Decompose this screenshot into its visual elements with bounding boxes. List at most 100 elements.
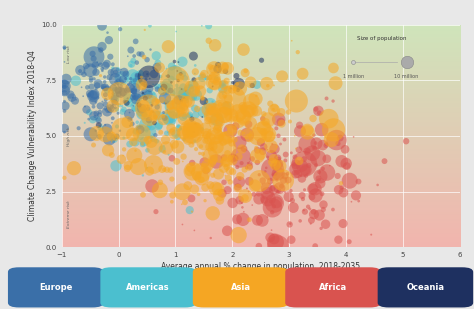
Point — [133, 60, 141, 65]
Point — [92, 111, 100, 116]
Point — [295, 147, 303, 152]
Point — [196, 81, 203, 86]
Point — [204, 118, 211, 123]
Point — [111, 105, 119, 110]
Point — [243, 165, 250, 170]
Point — [190, 129, 198, 134]
Point — [222, 130, 229, 135]
Point — [198, 177, 205, 182]
Point — [207, 235, 215, 240]
Point — [141, 28, 148, 32]
Point — [203, 99, 211, 104]
Point — [212, 76, 220, 81]
Point — [183, 99, 191, 104]
Point — [117, 90, 124, 95]
Point — [149, 95, 156, 100]
Point — [114, 111, 122, 116]
Point — [129, 58, 137, 63]
Point — [83, 107, 91, 112]
Point — [81, 104, 89, 109]
Point — [188, 117, 196, 122]
Point — [202, 168, 210, 173]
Point — [150, 162, 157, 167]
Point — [233, 155, 240, 160]
Point — [115, 92, 122, 97]
Point — [92, 99, 100, 104]
Point — [297, 173, 305, 178]
Point — [255, 191, 263, 196]
Point — [128, 62, 135, 67]
Point — [112, 79, 120, 84]
Point — [137, 124, 145, 129]
Point — [221, 64, 229, 69]
Point — [97, 48, 105, 53]
Point — [274, 171, 282, 176]
Point — [219, 86, 227, 91]
Point — [169, 119, 176, 124]
Point — [301, 162, 308, 167]
Point — [180, 137, 188, 142]
Point — [82, 64, 90, 69]
Point — [90, 113, 98, 118]
Point — [141, 96, 149, 101]
Point — [186, 208, 193, 213]
Point — [182, 95, 190, 100]
Point — [253, 93, 260, 98]
Point — [303, 142, 311, 147]
Point — [157, 130, 164, 135]
Point — [215, 127, 223, 132]
Point — [313, 141, 320, 146]
Point — [311, 243, 319, 248]
Point — [201, 160, 209, 165]
Point — [272, 164, 279, 169]
Point — [188, 196, 195, 201]
Point — [111, 77, 119, 82]
Point — [270, 187, 277, 192]
Point — [130, 88, 137, 93]
Point — [181, 200, 189, 205]
Point — [294, 171, 301, 176]
Point — [130, 53, 138, 58]
Point — [264, 83, 272, 88]
Point — [403, 60, 410, 65]
Point — [165, 152, 173, 157]
Text: Asia: Asia — [230, 283, 251, 292]
Point — [254, 154, 261, 159]
Point — [139, 83, 146, 88]
Point — [265, 134, 273, 139]
Point — [251, 183, 259, 188]
Point — [117, 84, 124, 89]
Point — [142, 72, 150, 77]
Point — [127, 48, 135, 53]
Point — [195, 192, 202, 197]
Point — [189, 82, 197, 87]
Point — [167, 168, 174, 173]
Point — [220, 136, 228, 141]
Point — [149, 82, 157, 87]
Point — [158, 146, 166, 151]
Point — [273, 161, 281, 166]
Point — [277, 110, 285, 115]
Point — [153, 139, 160, 144]
Point — [106, 107, 114, 112]
Point — [101, 63, 109, 68]
Point — [210, 66, 218, 71]
Point — [110, 96, 118, 101]
Point — [148, 161, 156, 166]
Text: 1 million: 1 million — [343, 74, 364, 79]
Point — [234, 186, 242, 191]
Point — [247, 80, 255, 85]
Point — [266, 101, 274, 106]
Point — [145, 94, 153, 99]
Point — [191, 187, 198, 192]
Point — [101, 92, 109, 97]
Point — [101, 107, 109, 112]
Point — [132, 148, 139, 153]
Point — [163, 66, 170, 71]
Point — [290, 205, 297, 210]
Point — [203, 163, 211, 168]
Point — [298, 176, 306, 181]
Point — [300, 208, 308, 213]
Point — [152, 209, 160, 214]
Point — [259, 116, 266, 121]
